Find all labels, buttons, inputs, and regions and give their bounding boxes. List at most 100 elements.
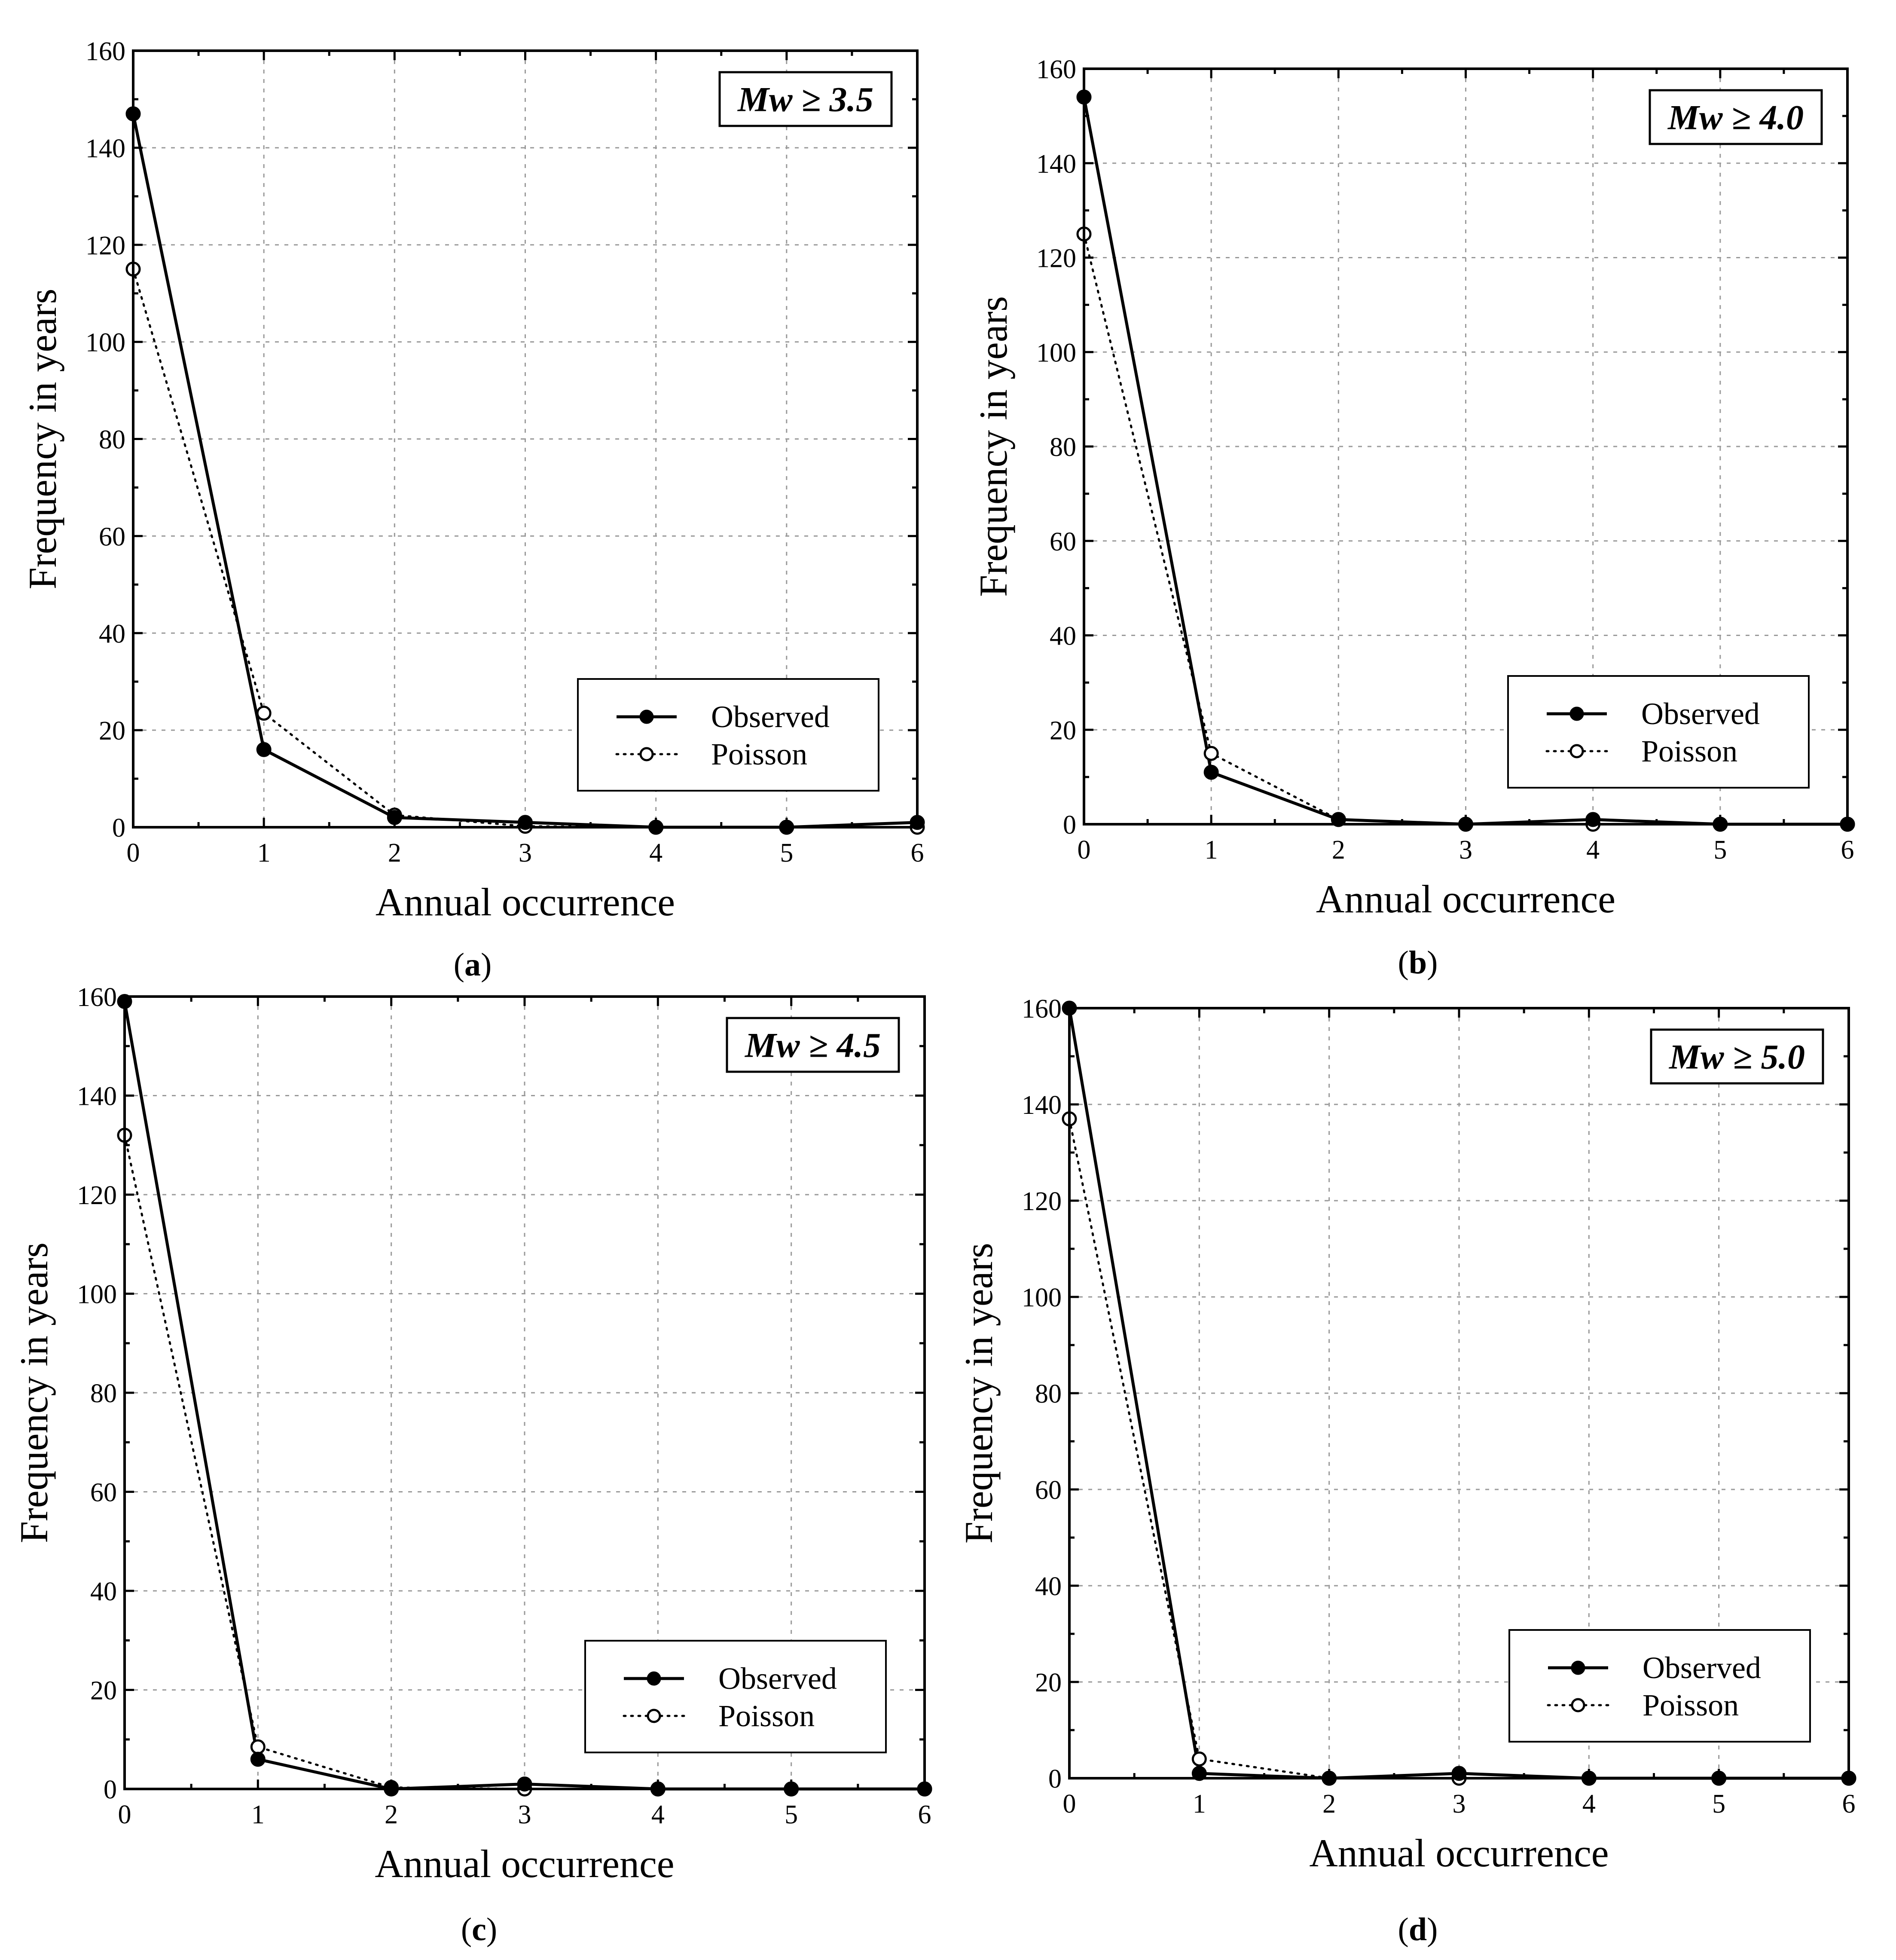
data-point-observed — [518, 815, 533, 830]
x-tick-label: 3 — [518, 1800, 531, 1829]
x-axis-title: Annual occurrence — [375, 1842, 674, 1886]
y-tick-label: 120 — [85, 231, 125, 260]
x-tick-label: 5 — [780, 838, 793, 868]
y-tick-label: 160 — [77, 983, 117, 1012]
data-point-observed — [387, 810, 402, 825]
y-tick-label: 140 — [85, 134, 125, 163]
data-point-observed — [250, 1752, 266, 1767]
y-tick-label: 80 — [1035, 1379, 1062, 1409]
data-point-observed — [1451, 1766, 1467, 1781]
y-tick-label: 40 — [1050, 622, 1076, 651]
x-tick-label: 4 — [1586, 835, 1600, 865]
x-tick-label: 0 — [118, 1800, 131, 1829]
y-axis-title: Frequency in years — [21, 289, 64, 590]
plot-frame — [132, 49, 919, 829]
legend-marker-poisson — [647, 1709, 661, 1723]
legend-box — [584, 1640, 887, 1753]
magnitude-label: Mw ≥ 5.0 — [1668, 1037, 1805, 1076]
legend-label-observed: Observed — [711, 700, 830, 734]
y-tick-label: 20 — [99, 716, 125, 746]
y-tick-label: 80 — [90, 1379, 117, 1408]
x-tick-label: 2 — [385, 1800, 398, 1829]
plot-frame — [1068, 1007, 1850, 1780]
y-axis-title: Frequency in years — [957, 1243, 1001, 1544]
y-axis-title: Frequency in years — [12, 1242, 56, 1543]
data-point-poisson — [1203, 746, 1219, 761]
magnitude-box — [718, 71, 893, 127]
legend-label-poisson: Poisson — [718, 1699, 815, 1733]
y-tick-label: 40 — [90, 1577, 117, 1606]
plot-frame — [123, 995, 926, 1790]
y-tick-label: 100 — [77, 1280, 117, 1309]
x-tick-label: 6 — [918, 1800, 931, 1829]
magnitude-box — [1650, 1028, 1824, 1085]
x-tick-label: 6 — [1842, 1789, 1856, 1819]
legend-box — [1507, 675, 1810, 789]
y-tick-label: 40 — [99, 619, 125, 648]
panel-caption: (a) — [454, 947, 492, 983]
y-tick-label: 0 — [112, 813, 125, 843]
legend-marker-observed — [647, 1671, 661, 1686]
x-tick-label: 0 — [127, 838, 140, 868]
y-tick-label: 100 — [85, 328, 125, 358]
x-axis-title: Annual occurrence — [1309, 1831, 1609, 1875]
x-tick-label: 0 — [1078, 835, 1091, 865]
y-tick-label: 20 — [1035, 1668, 1062, 1697]
y-tick-label: 80 — [1050, 433, 1076, 462]
y-tick-label: 0 — [104, 1775, 117, 1804]
x-tick-label: 4 — [651, 1800, 665, 1829]
x-tick-label: 6 — [911, 838, 924, 868]
legend-marker-poisson — [1571, 1698, 1585, 1712]
x-tick-label: 2 — [1332, 835, 1345, 865]
y-tick-label: 160 — [1022, 994, 1062, 1024]
y-tick-label: 0 — [1063, 810, 1076, 840]
y-tick-label: 140 — [1022, 1091, 1062, 1120]
y-tick-label: 0 — [1048, 1764, 1062, 1794]
x-tick-label: 6 — [1841, 835, 1854, 865]
magnitude-label: Mw ≥ 4.5 — [744, 1026, 881, 1065]
legend-marker-observed — [1571, 1660, 1585, 1675]
x-tick-label: 0 — [1063, 1789, 1076, 1819]
magnitude-box — [1649, 89, 1823, 145]
x-tick-label: 2 — [1322, 1789, 1336, 1819]
x-tick-label: 1 — [1205, 835, 1218, 865]
legend-box — [577, 678, 879, 792]
panel-caption: (c) — [461, 1911, 497, 1948]
x-tick-label: 1 — [1193, 1789, 1206, 1819]
y-tick-label: 140 — [1036, 150, 1076, 179]
magnitude-box — [726, 1017, 900, 1073]
x-tick-label: 5 — [785, 1800, 798, 1829]
x-axis-title: Annual occurrence — [376, 880, 675, 924]
legend-label-poisson: Poisson — [1643, 1688, 1739, 1722]
y-tick-label: 120 — [1036, 244, 1076, 273]
data-point-poisson — [256, 706, 272, 721]
data-point-poisson — [250, 1739, 266, 1755]
legend-marker-poisson — [1569, 744, 1584, 758]
legend-marker-observed — [1569, 706, 1584, 721]
legend-label-poisson: Poisson — [711, 737, 807, 771]
legend-label-poisson: Poisson — [1641, 734, 1737, 768]
x-tick-label: 3 — [519, 838, 532, 868]
y-tick-label: 160 — [85, 37, 125, 66]
y-tick-label: 160 — [1036, 55, 1076, 84]
legend-marker-poisson — [639, 747, 654, 761]
data-point-observed — [1191, 1766, 1207, 1781]
magnitude-label: Mw ≥ 4.0 — [1667, 98, 1804, 137]
legend-label-observed: Observed — [1643, 1651, 1761, 1685]
y-tick-label: 60 — [90, 1478, 117, 1507]
data-point-observed — [256, 742, 272, 757]
y-tick-label: 60 — [1035, 1476, 1062, 1505]
x-tick-label: 4 — [649, 838, 663, 868]
y-axis-title: Frequency in years — [971, 296, 1015, 597]
y-tick-label: 120 — [77, 1181, 117, 1210]
y-tick-label: 120 — [1022, 1187, 1062, 1216]
legend-marker-observed — [639, 709, 654, 724]
plot-frame — [1083, 67, 1849, 826]
data-point-observed — [517, 1776, 532, 1792]
